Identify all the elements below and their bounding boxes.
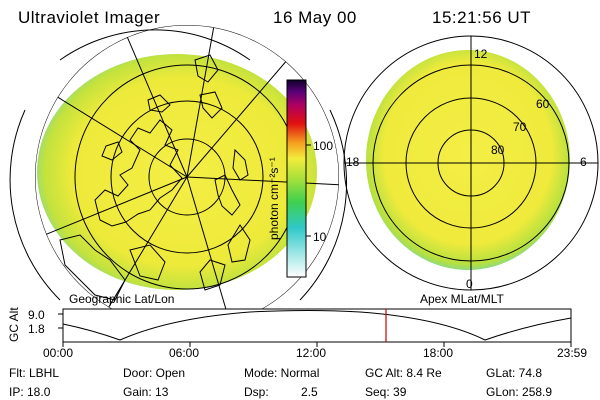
altitude-curve <box>62 310 572 341</box>
ip-field: IP: 18.0 <box>9 385 51 399</box>
colorbar-tick-100: 100 <box>313 139 333 153</box>
date-label: 16 May 00 <box>273 8 357 27</box>
glat-field: GLat: 74.8 <box>486 366 543 380</box>
mlat-label-80: 80 <box>491 143 505 157</box>
polar-map: 12 18 6 0 60 70 80 Apex MLat/MLT <box>343 35 599 306</box>
geo-caption: Geographic Lat/Lon <box>69 292 174 306</box>
altitude-plot-frame <box>62 308 572 343</box>
door-field: Door: Open <box>123 366 186 380</box>
polar-caption: Apex MLat/MLT <box>420 292 504 306</box>
mlat-label-60: 60 <box>536 97 550 111</box>
colorbar-gradient <box>286 79 307 278</box>
altitude-ylabel: GC Alt <box>7 307 21 342</box>
polar-grid <box>343 35 599 291</box>
mlt-label-18: 18 <box>346 155 360 169</box>
dsp-value: 2.5 <box>301 385 318 399</box>
dsp-label: Dsp: <box>244 385 269 399</box>
geo-limb <box>59 29 251 61</box>
altitude-xtick-2359: 23:59 <box>557 346 587 360</box>
colorbar-unit-label: photon cm⁻²s⁻¹ <box>267 157 281 240</box>
seq-field: Seq: 39 <box>365 385 407 399</box>
mlt-label-6: 6 <box>580 155 587 169</box>
altitude-ytick-max: 9.0 <box>28 308 45 322</box>
colorbar-tick-10: 10 <box>313 230 327 244</box>
altitude-xtick-0000: 00:00 <box>43 346 73 360</box>
glon-field: GLon: 258.9 <box>486 385 553 399</box>
gain-field: Gain: 13 <box>123 385 169 399</box>
instrument-title: Ultraviolet Imager <box>18 8 161 27</box>
altitude-xtick-0600: 06:00 <box>169 346 199 360</box>
polar-emission-oval <box>366 50 570 270</box>
flt-field: Flt: LBHL <box>9 366 60 380</box>
mode-field: Mode: Normal <box>244 366 320 380</box>
colorbar: 100 10 photon cm⁻²s⁻¹ <box>267 79 333 278</box>
mlat-label-70: 70 <box>513 120 527 134</box>
mlt-label-0: 0 <box>466 277 473 291</box>
altitude-xtick-1200: 12:00 <box>296 346 326 360</box>
mlt-label-12: 12 <box>474 47 488 61</box>
gc-alt-field: GC Alt: 8.4 Re <box>365 366 442 380</box>
coastlines <box>59 54 251 301</box>
time-label: 15:21:56 UT <box>432 8 532 27</box>
altitude-ytick-min: 1.8 <box>28 322 45 336</box>
altitude-xtick-1800: 18:00 <box>423 346 453 360</box>
altitude-plot: GC Alt 9.0 1.8 00:00 06:00 12:00 18:00 2… <box>7 307 587 360</box>
